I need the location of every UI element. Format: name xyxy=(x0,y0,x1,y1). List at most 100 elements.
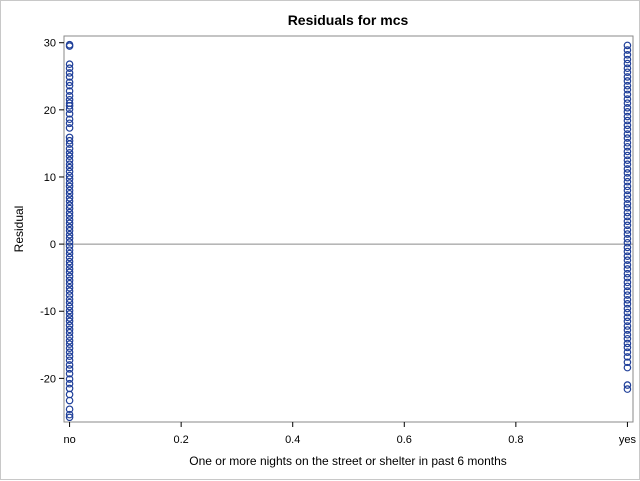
data-points xyxy=(65,40,632,422)
residual-point xyxy=(623,287,632,295)
residual-point xyxy=(623,363,632,372)
residual-point xyxy=(65,230,74,239)
residual-point xyxy=(65,352,74,361)
residual-point xyxy=(623,173,632,182)
residual-point xyxy=(623,59,632,68)
residual-point xyxy=(65,136,74,145)
residual-point xyxy=(623,278,632,287)
residual-point xyxy=(65,283,74,292)
residual-point xyxy=(65,325,74,334)
residual-point xyxy=(65,219,74,228)
residual-point xyxy=(623,343,632,352)
residual-point xyxy=(623,147,632,156)
residual-point xyxy=(623,339,632,348)
residual-point xyxy=(65,171,74,180)
residual-point xyxy=(623,317,632,326)
residual-point xyxy=(623,322,632,330)
residual-point xyxy=(623,160,632,169)
residual-point xyxy=(65,156,74,164)
residual-point xyxy=(65,291,74,299)
residual-point xyxy=(65,268,74,277)
residual-point xyxy=(623,125,632,134)
residual-point xyxy=(65,302,74,311)
residual-point xyxy=(623,41,632,50)
residual-point xyxy=(65,182,74,191)
residual-point xyxy=(65,201,74,209)
residual-point xyxy=(65,265,74,273)
x-axis-title: One or more nights on the street or shel… xyxy=(189,454,507,468)
residual-point xyxy=(65,287,74,295)
residual-point xyxy=(65,314,74,322)
residual-point xyxy=(623,116,632,125)
chart-title: Residuals for mcs xyxy=(288,12,409,28)
residual-point xyxy=(65,69,74,77)
residual-point xyxy=(623,169,632,177)
residual-point xyxy=(623,358,632,367)
residual-point xyxy=(623,326,632,334)
residual-point xyxy=(623,256,632,265)
residual-point xyxy=(65,152,74,160)
residual-point xyxy=(65,272,74,281)
residual-point xyxy=(65,189,74,198)
residual-point xyxy=(65,242,74,250)
residual-point xyxy=(65,379,74,388)
residual-point xyxy=(65,405,74,414)
residual-point xyxy=(623,200,632,208)
residual-point xyxy=(65,344,74,352)
residual-point xyxy=(65,328,74,337)
residual-point xyxy=(623,269,632,278)
residual-point xyxy=(65,295,74,303)
residual-point xyxy=(65,298,74,307)
residual-point xyxy=(623,381,632,389)
y-axis-title: Residual xyxy=(12,206,26,253)
residual-point xyxy=(65,73,74,81)
residual-point xyxy=(623,142,632,151)
residual-point xyxy=(623,121,632,130)
residual-point xyxy=(623,296,632,304)
residual-point xyxy=(65,186,74,195)
residual-point xyxy=(65,64,74,73)
residual-point xyxy=(623,282,632,291)
residual-point xyxy=(65,102,74,110)
x-tick-label: no xyxy=(63,434,75,446)
residual-point xyxy=(65,310,74,318)
residual-point xyxy=(623,112,632,121)
residual-point xyxy=(65,208,74,217)
x-tick-label: yes xyxy=(619,434,637,446)
residual-point xyxy=(623,265,632,273)
residual-point xyxy=(623,182,632,191)
residual-point xyxy=(623,90,632,99)
y-tick-label: -10 xyxy=(40,306,56,318)
residual-point xyxy=(623,191,632,199)
residual-point xyxy=(623,208,632,217)
residual-point xyxy=(65,396,74,405)
residual-point xyxy=(623,130,632,138)
residual-point xyxy=(65,119,74,128)
residual-point xyxy=(623,217,632,226)
y-axis: -20 -10 0 10 20 30 xyxy=(40,38,64,385)
residual-point xyxy=(65,332,74,341)
residual-point xyxy=(65,175,74,183)
residual-point xyxy=(623,95,632,103)
residual-point xyxy=(623,212,632,221)
residual-point xyxy=(65,340,74,348)
y-tick-label: 30 xyxy=(44,38,56,50)
residual-point xyxy=(65,91,74,100)
residual-point xyxy=(623,46,632,54)
residual-point xyxy=(623,234,632,243)
y-tick-label: 0 xyxy=(50,239,56,251)
residual-point xyxy=(623,252,632,260)
residual-point xyxy=(65,115,74,124)
residual-point xyxy=(65,216,74,224)
residual-point xyxy=(65,348,74,356)
residual-point xyxy=(65,410,74,419)
residual-point xyxy=(623,165,632,173)
residual-point xyxy=(65,261,74,269)
x-tick-label: 0.6 xyxy=(397,434,412,446)
residual-point xyxy=(65,234,74,242)
residual-point xyxy=(623,73,632,81)
residual-point xyxy=(623,243,632,252)
residual-point xyxy=(65,160,74,169)
